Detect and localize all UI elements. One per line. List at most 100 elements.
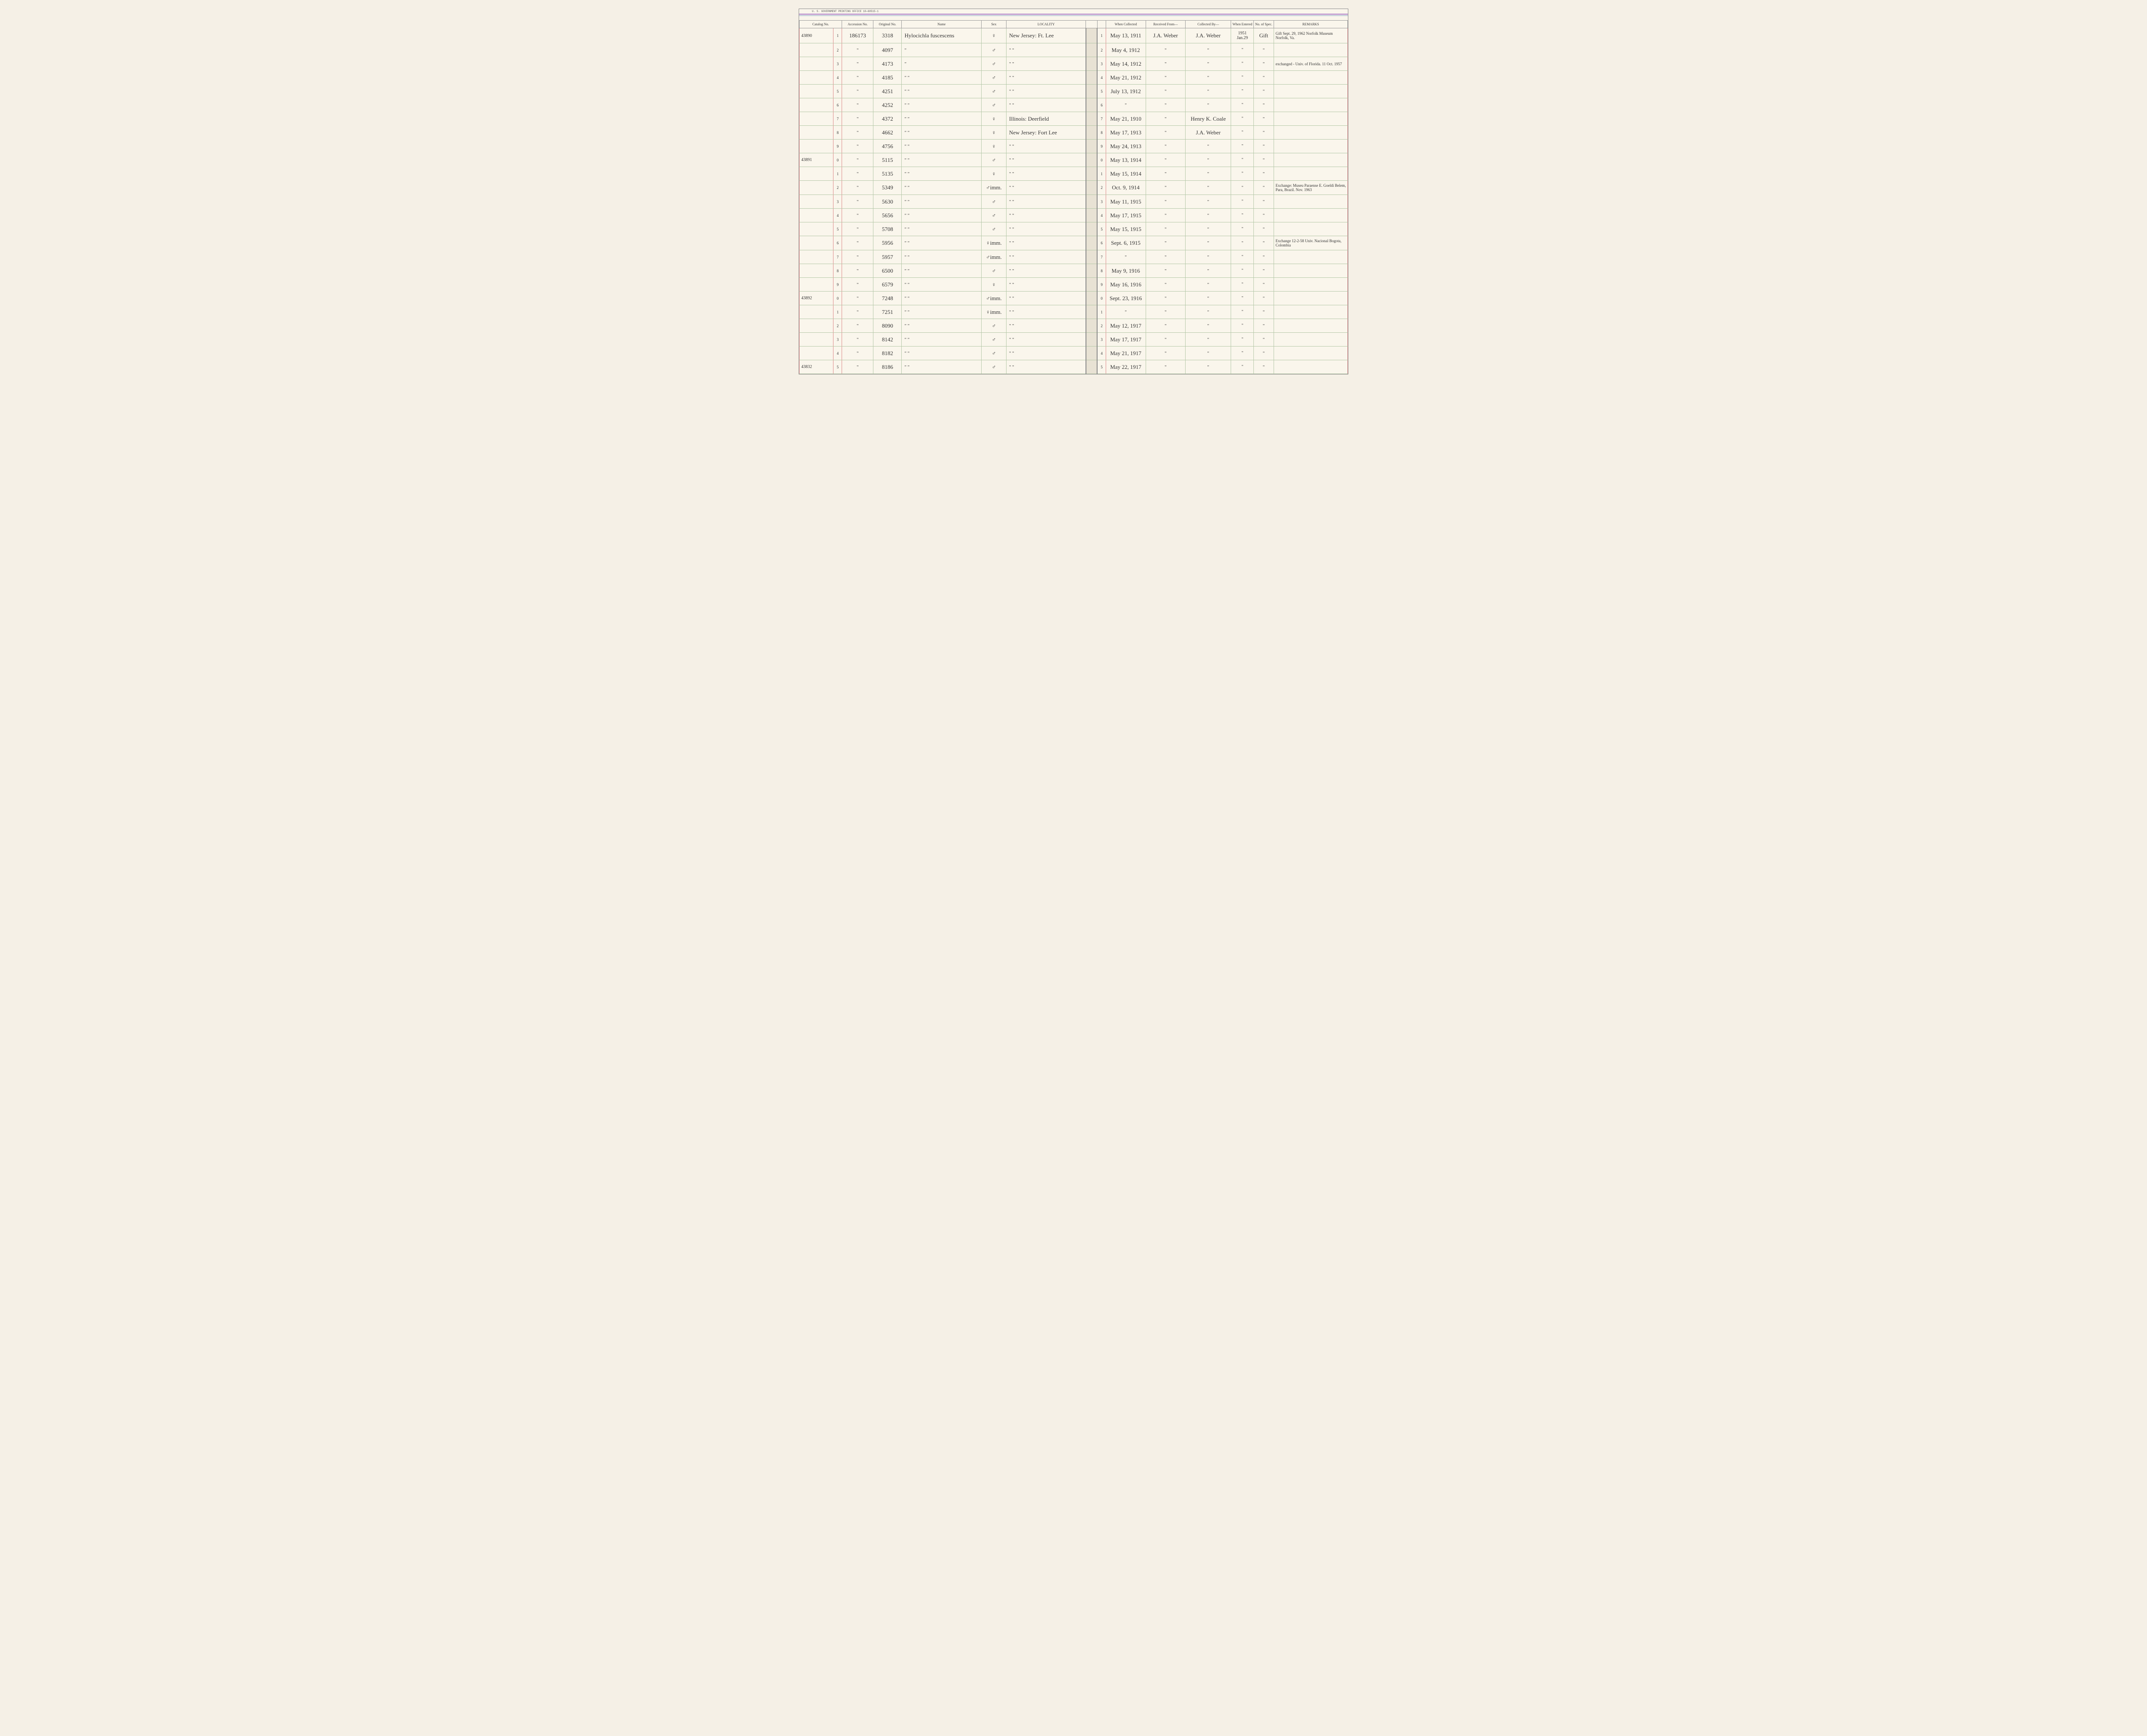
cell-catalog bbox=[800, 195, 833, 209]
cell-when-collected: May 21, 1917 bbox=[1106, 347, 1146, 360]
cell-sex: ♂ bbox=[981, 360, 1006, 374]
cell-name: " bbox=[902, 57, 981, 71]
cell-idx2: 8 bbox=[1097, 264, 1106, 278]
cell-idx: 7 bbox=[833, 112, 842, 126]
cell-when-collected: May 17, 1915 bbox=[1106, 209, 1146, 222]
cell-idx2: 2 bbox=[1097, 181, 1106, 195]
cell-locality: " " bbox=[1007, 360, 1086, 374]
cell-name: " " bbox=[902, 292, 981, 305]
cell-locality: " " bbox=[1007, 98, 1086, 112]
cell-spec: Gift bbox=[1254, 28, 1274, 43]
cell-accession: " bbox=[842, 112, 873, 126]
cell-sex: ♂ bbox=[981, 153, 1006, 167]
cell-gutter bbox=[1086, 43, 1097, 57]
cell-gutter bbox=[1086, 250, 1097, 264]
cell-idx: 5 bbox=[833, 85, 842, 98]
col-sex: Sex bbox=[981, 21, 1006, 28]
header-rule-purple bbox=[799, 14, 1348, 15]
cell-sex: ♀ bbox=[981, 278, 1006, 292]
cell-gutter bbox=[1086, 236, 1097, 250]
cell-locality: " " bbox=[1007, 250, 1086, 264]
cell-locality: " " bbox=[1007, 319, 1086, 333]
cell-remarks bbox=[1274, 112, 1347, 126]
cell-original: 6500 bbox=[873, 264, 902, 278]
cell-remarks bbox=[1274, 292, 1347, 305]
cell-gutter bbox=[1086, 347, 1097, 360]
cell-accession: " bbox=[842, 264, 873, 278]
cell-spec: " bbox=[1254, 98, 1274, 112]
cell-collected-by: " bbox=[1186, 195, 1231, 209]
cell-received-from: " bbox=[1146, 153, 1186, 167]
cell-when-entered: " bbox=[1231, 57, 1254, 71]
cell-locality: " " bbox=[1007, 222, 1086, 236]
cell-locality: " " bbox=[1007, 209, 1086, 222]
cell-when-entered: " bbox=[1231, 140, 1254, 153]
table-row: 438920"7248" "♂imm." "0Sept. 23, 1916"""… bbox=[800, 292, 1348, 305]
cell-received-from: " bbox=[1146, 57, 1186, 71]
cell-catalog bbox=[800, 319, 833, 333]
table-header: Catalog No. Accession No. Original No. N… bbox=[800, 21, 1348, 28]
cell-idx: 0 bbox=[833, 292, 842, 305]
cell-accession: " bbox=[842, 292, 873, 305]
cell-when-entered: " bbox=[1231, 181, 1254, 195]
cell-received-from: " bbox=[1146, 112, 1186, 126]
cell-remarks bbox=[1274, 195, 1347, 209]
cell-idx2: 9 bbox=[1097, 278, 1106, 292]
cell-idx: 1 bbox=[833, 167, 842, 181]
cell-original: 4251 bbox=[873, 85, 902, 98]
cell-name: " " bbox=[902, 153, 981, 167]
cell-spec: " bbox=[1254, 57, 1274, 71]
cell-locality: New Jersey: Fort Lee bbox=[1007, 126, 1086, 140]
cell-idx: 3 bbox=[833, 57, 842, 71]
cell-catalog bbox=[800, 140, 833, 153]
col-original: Original No. bbox=[873, 21, 902, 28]
cell-when-entered: " bbox=[1231, 167, 1254, 181]
cell-received-from: " bbox=[1146, 209, 1186, 222]
cell-when-collected: May 17, 1913 bbox=[1106, 126, 1146, 140]
cell-spec: " bbox=[1254, 278, 1274, 292]
cell-idx2: 6 bbox=[1097, 236, 1106, 250]
cell-sex: ♂ bbox=[981, 333, 1006, 347]
cell-catalog bbox=[800, 278, 833, 292]
cell-remarks bbox=[1274, 140, 1347, 153]
cell-collected-by: " bbox=[1186, 43, 1231, 57]
cell-original: 5135 bbox=[873, 167, 902, 181]
cell-spec: " bbox=[1254, 319, 1274, 333]
cell-original: 5708 bbox=[873, 222, 902, 236]
cell-locality: " " bbox=[1007, 140, 1086, 153]
cell-when-collected: May 9, 1916 bbox=[1106, 264, 1146, 278]
cell-name: " " bbox=[902, 305, 981, 319]
cell-gutter bbox=[1086, 360, 1097, 374]
cell-name: " " bbox=[902, 319, 981, 333]
cell-accession: " bbox=[842, 85, 873, 98]
cell-remarks: Exchange 12-2-58 Univ. Nacional Bogota, … bbox=[1274, 236, 1347, 250]
cell-when-entered: " bbox=[1231, 236, 1254, 250]
cell-idx2: 5 bbox=[1097, 222, 1106, 236]
cell-collected-by: " bbox=[1186, 98, 1231, 112]
cell-idx2: 3 bbox=[1097, 333, 1106, 347]
cell-idx2: 6 bbox=[1097, 98, 1106, 112]
cell-idx2: 9 bbox=[1097, 140, 1106, 153]
cell-collected-by: " bbox=[1186, 305, 1231, 319]
table-row: 4"5656" "♂" "4May 17, 1915"""" bbox=[800, 209, 1348, 222]
cell-remarks bbox=[1274, 319, 1347, 333]
cell-when-entered: " bbox=[1231, 209, 1254, 222]
cell-idx: 9 bbox=[833, 278, 842, 292]
table-row: 4"4185" "♂" "4May 21, 1912"""" bbox=[800, 71, 1348, 85]
cell-spec: " bbox=[1254, 112, 1274, 126]
cell-when-collected: May 4, 1912 bbox=[1106, 43, 1146, 57]
cell-when-collected: May 24, 1913 bbox=[1106, 140, 1146, 153]
cell-collected-by: J.A. Weber bbox=[1186, 28, 1231, 43]
cell-locality: " " bbox=[1007, 278, 1086, 292]
cell-remarks bbox=[1274, 126, 1347, 140]
cell-original: 4756 bbox=[873, 140, 902, 153]
cell-locality: " " bbox=[1007, 195, 1086, 209]
cell-gutter bbox=[1086, 181, 1097, 195]
cell-when-entered: " bbox=[1231, 112, 1254, 126]
cell-locality: Illinois: Deerfield bbox=[1007, 112, 1086, 126]
cell-spec: " bbox=[1254, 347, 1274, 360]
table-body: 4389011861733318Hylocichla fuscescens♀Ne… bbox=[800, 28, 1348, 374]
cell-spec: " bbox=[1254, 305, 1274, 319]
cell-spec: " bbox=[1254, 85, 1274, 98]
cell-remarks: Gift Sept. 29, 1962 Norfolk Museum Norfo… bbox=[1274, 28, 1347, 43]
